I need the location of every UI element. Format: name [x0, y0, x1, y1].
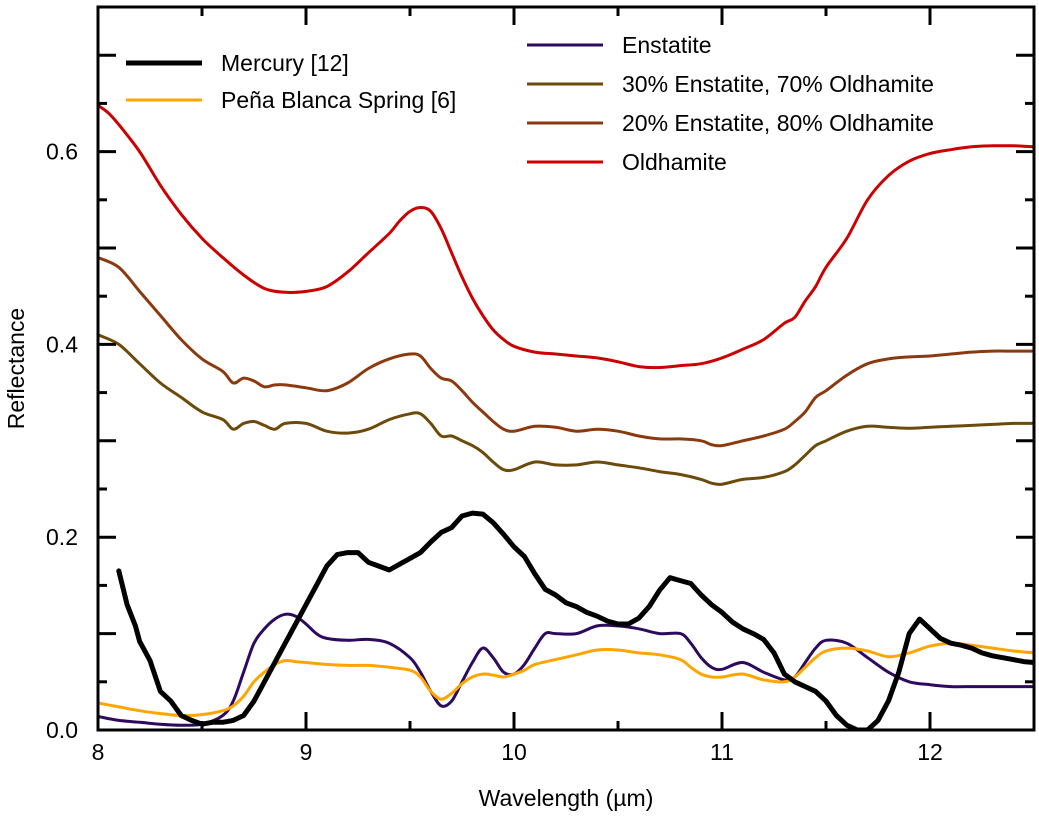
y-tick-label: 0.4 — [46, 331, 78, 357]
plot-frame — [96, 5, 1036, 732]
series-line-pe-a-blanca-spring-6 — [98, 641, 1034, 718]
axis-ticks — [96, 5, 1036, 732]
tick-labels: 8 9 10 11 12 0.0 0.2 0.4 0.6 — [46, 139, 943, 765]
y-tick-label: 0.2 — [46, 524, 78, 550]
x-tick-label: 12 — [917, 739, 943, 765]
x-tick-label: 8 — [92, 739, 105, 765]
legend: Mercury [12] Peña Blanca Spring [6] Enstat… — [126, 32, 934, 175]
legend-label: Enstatite — [622, 32, 712, 58]
x-tick-label: 9 — [300, 739, 313, 765]
legend-label: 20% Enstatite, 80% Oldhamite — [622, 110, 934, 136]
series-line-20-enstatite-80-oldhamite — [98, 256, 1034, 448]
legend-label: Mercury [12] — [221, 50, 349, 76]
legend-label: Oldhamite — [622, 149, 727, 175]
plot-border — [96, 5, 1036, 732]
series-line-enstatite — [98, 612, 1034, 727]
series-line-30-enstatite-70-oldhamite — [98, 333, 1034, 486]
series-layer — [98, 103, 1034, 730]
x-tick-label: 11 — [710, 739, 734, 765]
legend-label: 30% Enstatite, 70% Oldhamite — [622, 71, 934, 97]
legend-label: Peña Blanca Spring [6] — [221, 87, 456, 113]
x-tick-label: 10 — [501, 739, 527, 765]
y-axis-label: Reflectance — [3, 308, 29, 429]
series-line-mercury-12 — [116, 510, 1034, 730]
y-tick-label: 0.6 — [46, 139, 78, 165]
x-axis-label: Wavelength (µm) — [479, 785, 654, 811]
series-line-oldhamite — [98, 103, 1034, 370]
y-tick-label: 0.0 — [46, 717, 78, 743]
